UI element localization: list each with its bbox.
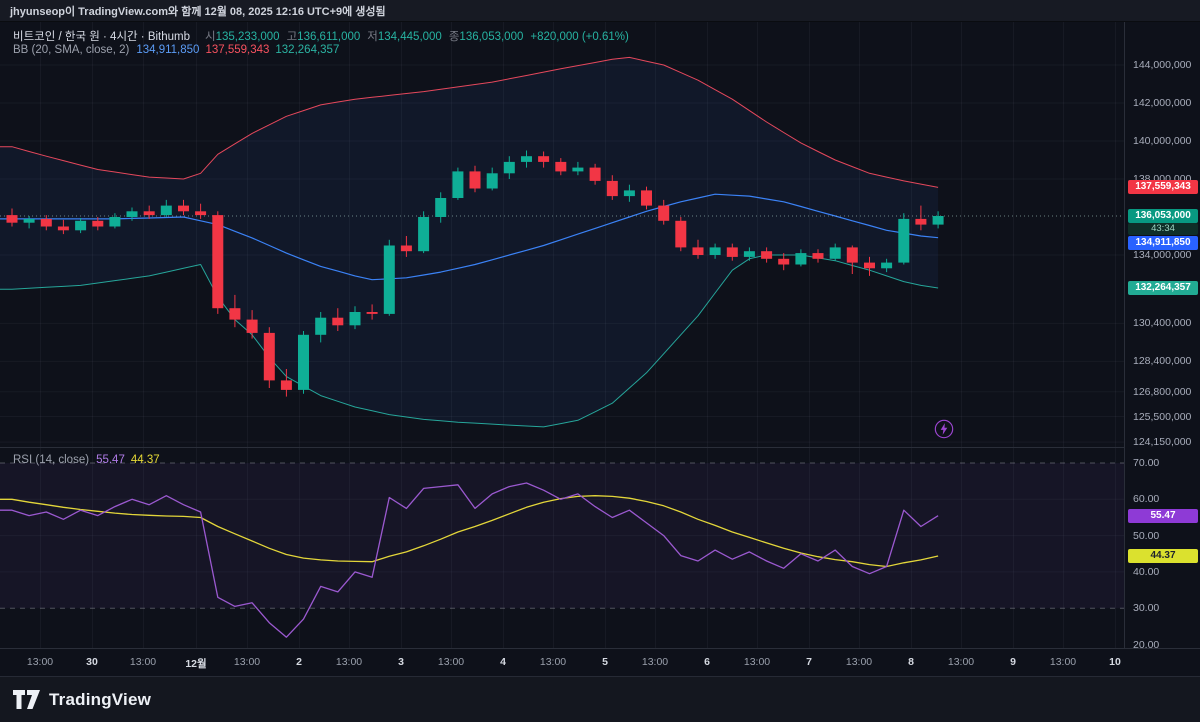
- rsi-value: 55.47: [96, 454, 125, 466]
- time-tick: 13:00: [335, 656, 363, 668]
- time-tick: 13:00: [845, 656, 873, 668]
- time-tick: 13:00: [539, 656, 567, 668]
- symbol-legend[interactable]: 비트코인 / 한국 원 · 4시간 · Bithumb 시 135,233,000…: [13, 28, 629, 44]
- time-tick: 2: [296, 656, 302, 668]
- time-tick: 13:00: [26, 656, 54, 668]
- time-tick: 13:00: [233, 656, 261, 668]
- high-label: 고: [286, 31, 298, 43]
- open-label: 시: [205, 31, 216, 43]
- rsi-legend[interactable]: RSI (14, close) 55.47 44.37: [13, 454, 160, 466]
- bb-legend[interactable]: BB (20, SMA, close, 2) 134,911,850 137,5…: [13, 44, 339, 56]
- top-bar: jhyunseop이 TradingView.com와 함께 12월 08, 2…: [0, 0, 1200, 22]
- close-label: 종: [448, 31, 460, 43]
- time-tick: 5: [602, 656, 608, 668]
- time-tick: 7: [806, 656, 812, 668]
- tradingview-wordmark: TradingView: [49, 689, 152, 709]
- price-axis-label: 144,000,000: [1133, 59, 1192, 71]
- rsi-axis-label: 50.00: [1133, 529, 1160, 542]
- time-tick: 13:00: [641, 656, 669, 668]
- tradingview-logo-icon: [13, 690, 40, 709]
- bb-upper-badge: 137,559,343: [1128, 180, 1198, 195]
- close-value: 136,053,000: [459, 31, 524, 43]
- price-axis-label: 125,500,000: [1133, 410, 1192, 423]
- time-tick: 13:00: [947, 656, 975, 668]
- last-price-badge: 136,053,000: [1128, 209, 1198, 223]
- time-tick: 13:00: [437, 656, 465, 668]
- rsi-axis-label: 40.00: [1133, 565, 1160, 578]
- time-tick: 9: [1010, 656, 1016, 668]
- bb-upper-value: 137,559,343: [205, 44, 270, 56]
- low-value: 134,445,000: [377, 31, 442, 43]
- attribution-text: jhyunseop이 TradingView.com와 함께 12월 08, 2…: [10, 5, 386, 18]
- time-axis[interactable]: 13:00 30 13:00 12월 13:00 2 13:00 3 13:00 4 13:00 5 1…: [0, 648, 1200, 676]
- price-axis-label: 126,800,000: [1133, 385, 1192, 398]
- time-tick: 30: [86, 656, 98, 668]
- time-tick: 10: [1109, 656, 1121, 668]
- time-tick: 8: [908, 656, 914, 668]
- bb-lower-badge: 132,264,357: [1128, 281, 1198, 295]
- time-tick: 3: [398, 656, 404, 668]
- rsi-pane[interactable]: RSI (14, close) 55.47 44.37: [0, 448, 1124, 648]
- rsi-axis-label: 30.00: [1133, 602, 1160, 615]
- price-axis-label: 124,150,000: [1133, 436, 1192, 449]
- rsi-axis-label: 70.00: [1133, 457, 1160, 469]
- footer-bar: TradingView: [0, 676, 1200, 722]
- rsi-axis-label: 60.00: [1133, 493, 1160, 506]
- lightning-bolt-icon: [934, 419, 954, 439]
- price-axis-label: 140,000,000: [1133, 135, 1192, 147]
- price-axis-label: 134,000,000: [1133, 249, 1192, 261]
- rsi-title: RSI (14, close): [13, 454, 90, 466]
- price-pane[interactable]: 비트코인 / 한국 원 · 4시간 · Bithumb 시 135,233,000…: [0, 22, 1124, 448]
- low-label: 저: [367, 31, 378, 43]
- high-value: 136,611,000: [297, 31, 361, 43]
- bb-basis-badge: 134,911,850: [1128, 236, 1198, 250]
- time-tick: 6: [704, 656, 710, 668]
- time-tick: 13:00: [1049, 656, 1077, 668]
- bb-basis-value: 134,911,850: [136, 44, 200, 56]
- symbol-title: 비트코인 / 한국 원 · 4시간 · Bithumb: [13, 31, 191, 43]
- price-axis-label: 142,000,000: [1133, 97, 1192, 109]
- rsi-ma-badge: 44.37: [1128, 549, 1198, 563]
- rsi-ma-value: 44.37: [130, 454, 160, 466]
- open-value: 135,233,000: [215, 31, 280, 43]
- price-axis[interactable]: 144,000,000 142,000,000 140,000,000 138,000…: [1124, 22, 1200, 651]
- time-tick: 13:00: [743, 656, 771, 668]
- bb-title: BB (20, SMA, close, 2): [13, 44, 130, 56]
- change-value: +820,000 (+0.61%): [530, 31, 629, 43]
- bb-lower-value: 132,264,357: [275, 44, 340, 56]
- time-tick: 4: [500, 656, 506, 668]
- price-axis-label: 128,400,000: [1133, 355, 1192, 368]
- pane-divider[interactable]: [0, 447, 1124, 448]
- rsi-badge: 55.47: [1128, 508, 1198, 523]
- countdown-badge: 43:34: [1128, 223, 1198, 235]
- rsi-axis-label: 20.00: [1133, 638, 1160, 651]
- lightning-button[interactable]: [934, 419, 954, 439]
- time-tick: 13:00: [129, 656, 157, 668]
- tradingview-logo[interactable]: TradingView: [13, 690, 151, 710]
- price-axis-label: 130,400,000: [1133, 317, 1192, 330]
- time-tick: 12월: [185, 658, 207, 670]
